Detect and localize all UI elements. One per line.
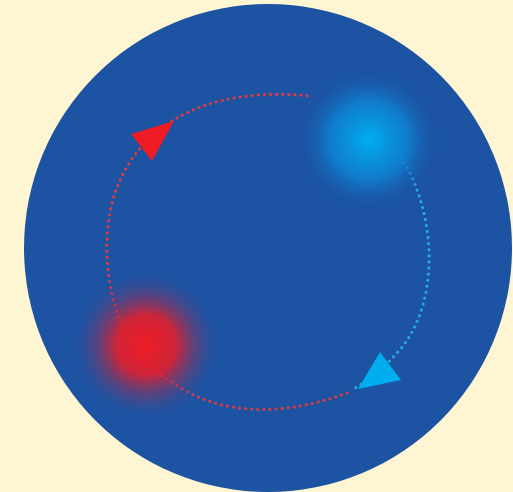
red-arrowhead-icon [131,121,174,161]
blue-glowing-sphere [297,68,441,212]
red-glowing-sphere [71,270,221,420]
disc [24,4,512,492]
blue-arrowhead-icon [358,352,401,389]
